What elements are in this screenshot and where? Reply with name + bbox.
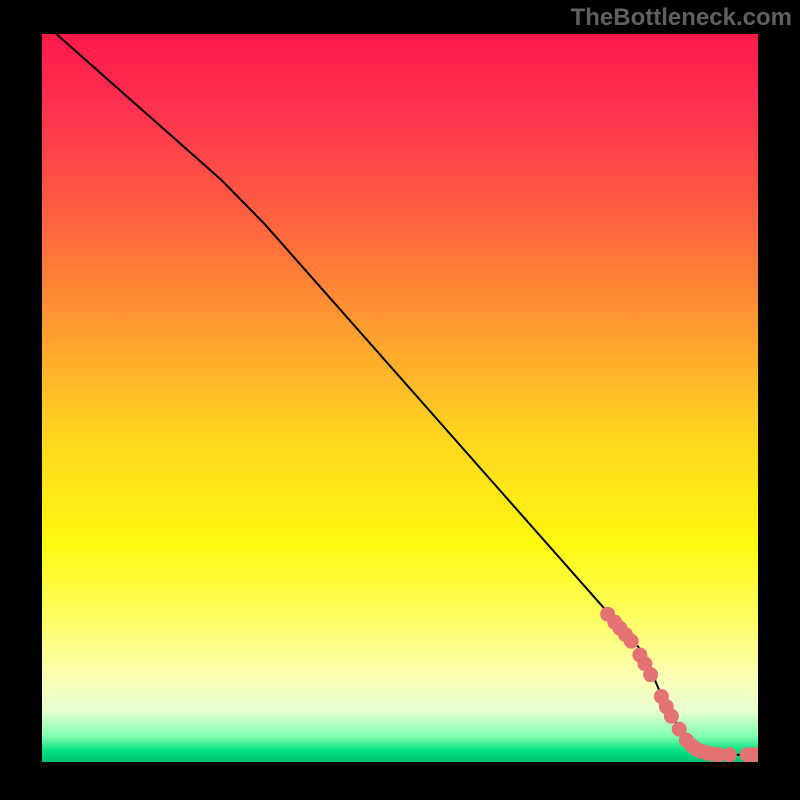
plot-area — [42, 34, 758, 762]
data-marker — [664, 709, 678, 723]
data-marker — [644, 668, 658, 682]
watermark-text: TheBottleneck.com — [571, 4, 792, 32]
chart-overlay — [42, 34, 758, 762]
chart-frame: TheBottleneck.com — [0, 0, 800, 800]
data-marker — [624, 634, 638, 648]
data-marker — [722, 748, 736, 762]
bottleneck-curve — [56, 34, 758, 755]
marker-group — [601, 607, 758, 762]
